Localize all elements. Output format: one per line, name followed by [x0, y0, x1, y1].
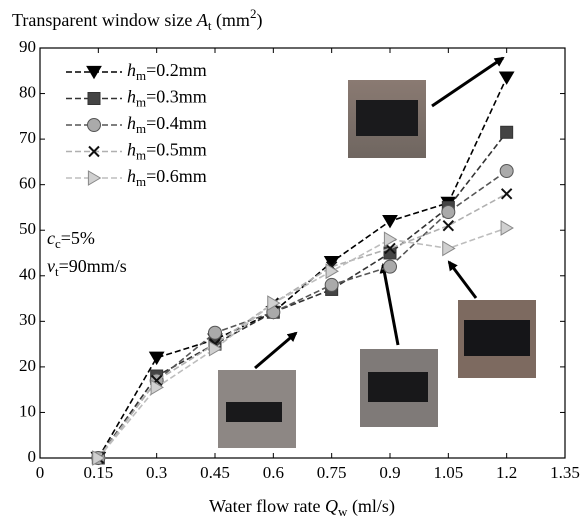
- y-tick-label: 40: [19, 265, 36, 284]
- y-tick-label: 30: [19, 310, 36, 329]
- legend: hm=0.2mm hm=0.3mm hm=0.4mm hm=0.5mm hm=0.6mm: [66, 60, 207, 189]
- series-line: [98, 194, 506, 458]
- x-tick-label: 0.75: [317, 463, 347, 482]
- marker: [500, 72, 514, 84]
- marker: [442, 206, 455, 219]
- marker: [384, 260, 397, 273]
- arrow: [449, 262, 476, 298]
- marker: [443, 221, 453, 231]
- y-tick-label: 90: [19, 37, 36, 56]
- photo-dark: [356, 100, 418, 136]
- x-tick-label: 1.2: [496, 463, 517, 482]
- marker: [209, 326, 222, 339]
- legend-label: hm=0.2mm: [127, 60, 207, 83]
- y-tick-label: 60: [19, 174, 36, 193]
- photo-dark: [226, 402, 282, 422]
- y-tick-label: 80: [19, 82, 36, 101]
- plot-frame: [40, 48, 565, 458]
- marker: [443, 241, 455, 255]
- series-line: [98, 228, 506, 458]
- legend-marker: [88, 119, 101, 132]
- x-tick-label: 0.6: [263, 463, 284, 482]
- x-tick-label: 0.9: [379, 463, 400, 482]
- arrow: [432, 58, 503, 106]
- x-axis-label: Water flow rate Qw (ml/s): [209, 496, 395, 519]
- marker: [383, 216, 397, 228]
- photo-dark: [464, 320, 530, 356]
- annotation: cc=5%: [47, 228, 95, 251]
- legend-label: hm=0.6mm: [127, 166, 207, 189]
- annotation: vt=90mm/s: [47, 256, 127, 279]
- marker: [501, 221, 513, 235]
- x-tick-label: 0.45: [200, 463, 230, 482]
- marker: [501, 126, 513, 138]
- arrow: [383, 265, 398, 345]
- chart-title: Transparent window size At (mm2): [12, 6, 262, 33]
- x-tick-label: 1.05: [433, 463, 463, 482]
- photo-dark: [368, 372, 428, 402]
- marker: [150, 352, 164, 364]
- marker: [325, 278, 338, 291]
- x-tick-label: 0: [36, 463, 45, 482]
- x-tick-label: 1.35: [550, 463, 580, 482]
- legend-label: hm=0.3mm: [127, 87, 207, 110]
- y-tick-label: 70: [19, 128, 36, 147]
- legend-marker: [88, 171, 100, 185]
- y-tick-label: 50: [19, 219, 36, 238]
- chart: Transparent window size At (mm2) Water f…: [0, 0, 580, 523]
- legend-marker: [88, 93, 100, 105]
- x-tick-label: 0.15: [83, 463, 113, 482]
- y-tick-label: 20: [19, 356, 36, 375]
- legend-label: hm=0.4mm: [127, 113, 207, 136]
- marker: [500, 165, 513, 178]
- legend-label: hm=0.5mm: [127, 140, 207, 163]
- y-tick-label: 0: [28, 447, 37, 466]
- y-tick-label: 10: [19, 401, 36, 420]
- series-line: [98, 78, 506, 458]
- arrow: [255, 333, 296, 368]
- x-tick-label: 0.3: [146, 463, 167, 482]
- marker: [502, 189, 512, 199]
